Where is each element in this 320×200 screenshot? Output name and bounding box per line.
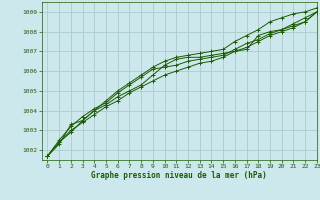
X-axis label: Graphe pression niveau de la mer (hPa): Graphe pression niveau de la mer (hPa) [91,171,267,180]
